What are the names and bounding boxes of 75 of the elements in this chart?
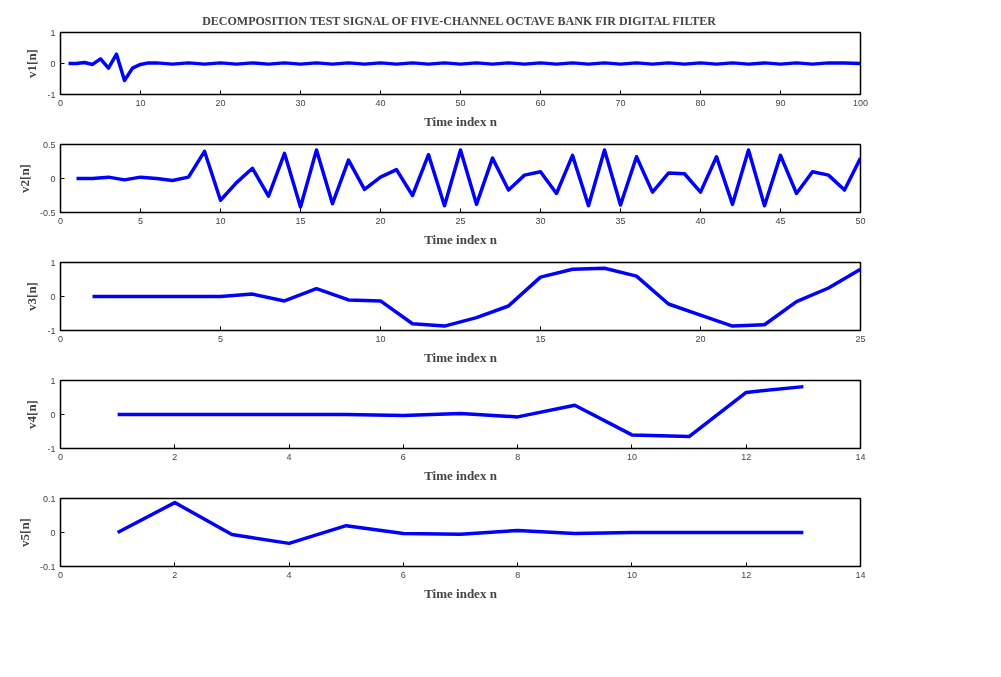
x-tick-label: 25 <box>855 333 866 344</box>
x-tick-label: 0 <box>58 333 64 344</box>
y-tick-label: -0.5 <box>39 207 56 218</box>
x-tick-label: 10 <box>626 451 637 462</box>
x-tick-label: 4 <box>286 451 292 462</box>
x-tick-label: 0 <box>58 97 64 108</box>
x-axis-title: Time index n <box>424 349 498 365</box>
line-series <box>66 52 861 83</box>
y-axis-title: v1[n] <box>24 49 40 78</box>
y-axis-title: v2[n] <box>16 164 32 193</box>
x-tick-label: 10 <box>135 97 146 108</box>
x-tick-label: 0 <box>58 451 64 462</box>
y-tick-label: -1 <box>47 89 56 100</box>
x-tick-label: 5 <box>218 333 224 344</box>
x-tick-label: 50 <box>455 97 466 108</box>
y-tick-label: 0 <box>50 173 56 184</box>
y-tick-label: 0 <box>50 58 56 69</box>
x-axis-title: Time index n <box>424 467 498 483</box>
x-tick-label: 6 <box>400 569 406 580</box>
chart-title: DECOMPOSITION TEST SIGNAL OF FIVE-CHANNEL OCTAVE BANK FIR DIGITAL FILTER <box>202 13 717 28</box>
x-tick-label: 40 <box>375 97 386 108</box>
x-tick-label: 15 <box>535 333 546 344</box>
y-tick-label: 1 <box>50 27 56 38</box>
x-tick-label: 8 <box>515 569 521 580</box>
y-axis-title: v4[n] <box>24 400 40 429</box>
x-axis-title: Time index n <box>424 585 498 601</box>
x-tick-label: 25 <box>455 215 466 226</box>
x-tick-label: 100 <box>852 97 869 108</box>
y-tick-label: 1 <box>50 375 56 386</box>
x-tick-label: 45 <box>775 215 786 226</box>
x-tick-label: 8 <box>515 451 521 462</box>
x-tick-label: 0 <box>58 569 64 580</box>
x-tick-label: 15 <box>295 215 306 226</box>
x-tick-label: 5 <box>138 215 144 226</box>
y-tick-label: 0.5 <box>42 139 56 150</box>
x-tick-label: 35 <box>615 215 626 226</box>
x-tick-label: 2 <box>172 569 178 580</box>
x-tick-label: 50 <box>855 215 866 226</box>
x-tick-label: 20 <box>215 97 226 108</box>
x-tick-label: 12 <box>741 451 752 462</box>
y-axis-title: v3[n] <box>24 282 40 311</box>
x-tick-label: 60 <box>535 97 546 108</box>
y-tick-label: -1 <box>47 325 56 336</box>
x-tick-label: 10 <box>626 569 637 580</box>
y-axis-title: v5[n] <box>16 518 32 547</box>
x-tick-label: 20 <box>375 215 386 226</box>
x-tick-label: 6 <box>400 451 406 462</box>
x-tick-label: 90 <box>775 97 786 108</box>
y-tick-label: -1 <box>47 443 56 454</box>
line-series <box>115 500 806 546</box>
x-tick-label: 30 <box>295 97 306 108</box>
x-tick-label: 10 <box>375 333 386 344</box>
line-series <box>74 148 861 209</box>
y-tick-label: 1 <box>50 257 56 268</box>
x-tick-label: 20 <box>695 333 706 344</box>
x-tick-label: 2 <box>172 451 178 462</box>
y-tick-label: -0.1 <box>39 561 56 572</box>
y-tick-label: 0.1 <box>42 493 56 504</box>
x-axis-title: Time index n <box>424 231 498 247</box>
x-tick-label: 14 <box>855 569 866 580</box>
x-tick-label: 10 <box>215 215 226 226</box>
x-axis-title: Time index n <box>424 113 498 129</box>
x-tick-label: 80 <box>695 97 706 108</box>
x-tick-label: 0 <box>58 215 64 226</box>
x-tick-label: 14 <box>855 451 866 462</box>
y-tick-label: 0 <box>50 291 56 302</box>
line-series <box>115 384 806 439</box>
x-tick-label: 12 <box>741 569 752 580</box>
line-series <box>90 266 861 328</box>
y-tick-label: 0 <box>50 409 56 420</box>
y-tick-label: 0 <box>50 527 56 538</box>
x-tick-label: 4 <box>286 569 292 580</box>
x-tick-label: 30 <box>535 215 546 226</box>
x-tick-label: 40 <box>695 215 706 226</box>
x-tick-label: 70 <box>615 97 626 108</box>
